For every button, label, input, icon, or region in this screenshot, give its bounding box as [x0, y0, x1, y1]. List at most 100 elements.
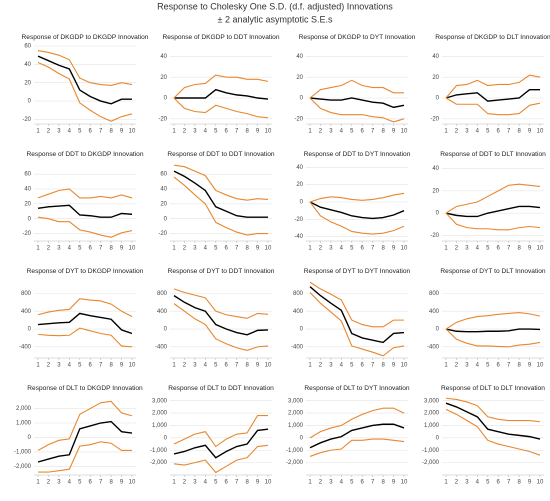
- y-tick-label: 1,000: [152, 423, 168, 429]
- panel-title: Response of DKGDP to DYT Innovation: [299, 34, 416, 41]
- panel-title: Response of DLT to DYT Innovation: [304, 385, 410, 392]
- x-tick-label: 1: [36, 246, 40, 252]
- x-tick-label: 4: [204, 129, 208, 135]
- x-tick-label: 4: [476, 480, 480, 486]
- x-tick-label: 10: [129, 480, 136, 486]
- x-tick-label: 1: [444, 480, 448, 486]
- y-tick-label: -1,000: [286, 448, 304, 454]
- x-tick-label: 5: [78, 246, 82, 252]
- x-tick-label: 9: [256, 246, 260, 252]
- y-tick-label: -1,000: [150, 448, 168, 454]
- x-tick-label: 9: [256, 129, 260, 135]
- y-tick-label: 0: [28, 435, 32, 441]
- y-tick-label: 20: [24, 201, 31, 207]
- panel-title: Response of DDT to DDT Innovation: [167, 151, 274, 158]
- x-tick-label: 6: [225, 363, 229, 369]
- x-tick-label: 7: [507, 363, 511, 369]
- x-tick-label: 7: [235, 246, 239, 252]
- series-line: [309, 201, 405, 235]
- x-tick-label: 4: [340, 246, 344, 252]
- x-tick-label: 7: [371, 129, 375, 135]
- x-tick-label: 4: [476, 129, 480, 135]
- series-line: [445, 212, 541, 231]
- y-tick-label: -20: [294, 217, 303, 223]
- x-tick-label: 10: [129, 129, 136, 135]
- chart-subtitle: ± 2 analytic asymptotic S.E.s: [218, 14, 333, 24]
- x-tick-label: 10: [265, 480, 272, 486]
- x-tick-label: 3: [465, 246, 469, 252]
- series-line: [37, 216, 133, 238]
- y-tick-label: 0: [164, 327, 168, 333]
- x-tick-label: 3: [465, 129, 469, 135]
- x-tick-label: 6: [361, 246, 365, 252]
- x-tick-label: 1: [444, 246, 448, 252]
- y-tick-label: 1,000: [424, 423, 440, 429]
- x-tick-label: 10: [537, 246, 544, 252]
- x-tick-label: 5: [214, 246, 218, 252]
- x-tick-label: 3: [329, 246, 333, 252]
- x-tick-label: 10: [537, 480, 544, 486]
- x-tick-label: 10: [265, 129, 272, 135]
- x-tick-label: 5: [486, 129, 490, 135]
- x-tick-label: 1: [172, 246, 176, 252]
- y-tick-label: 40: [160, 54, 167, 60]
- series-line: [37, 204, 133, 218]
- y-tick-label: 40: [24, 62, 31, 68]
- x-tick-label: 6: [361, 480, 365, 486]
- x-tick-label: 10: [265, 363, 272, 369]
- series-line: [37, 312, 133, 335]
- panel-title: Response of DYT to DDT Innovation: [168, 268, 275, 275]
- x-tick-label: 1: [444, 363, 448, 369]
- x-tick-label: 9: [528, 480, 532, 486]
- y-tick-label: 40: [24, 187, 31, 193]
- x-tick-label: 1: [308, 363, 312, 369]
- panel-title: Response of DYT to DYT Innovation: [304, 268, 411, 275]
- x-tick-label: 8: [245, 246, 249, 252]
- series-line: [309, 201, 405, 220]
- x-tick-label: 9: [256, 363, 260, 369]
- x-tick-label: 7: [99, 363, 103, 369]
- x-tick-label: 6: [225, 480, 229, 486]
- series-line: [445, 205, 541, 218]
- x-tick-label: 4: [68, 480, 72, 486]
- x-tick-label: 4: [68, 363, 72, 369]
- series-line: [174, 88, 269, 100]
- x-tick-label: 9: [120, 246, 124, 252]
- y-tick-label: 2,000: [152, 411, 168, 417]
- y-tick-label: 800: [157, 291, 168, 297]
- series-line: [173, 444, 269, 474]
- x-tick-label: 9: [392, 129, 396, 135]
- x-tick-label: 10: [401, 363, 408, 369]
- x-tick-label: 9: [256, 480, 260, 486]
- y-tick-label: 0: [436, 327, 440, 333]
- x-tick-label: 2: [319, 363, 323, 369]
- x-tick-label: 1: [172, 129, 176, 135]
- series-line: [309, 192, 405, 203]
- y-tick-label: -400: [291, 344, 304, 350]
- y-tick-label: -40: [294, 234, 303, 240]
- x-tick-label: 2: [455, 480, 459, 486]
- x-tick-label: 8: [109, 129, 113, 135]
- y-tick-label: 1,000: [16, 421, 32, 427]
- x-tick-label: 3: [465, 363, 469, 369]
- y-tick-label: 0: [164, 96, 168, 102]
- x-tick-label: 3: [465, 480, 469, 486]
- y-tick-label: -20: [22, 117, 31, 123]
- y-tick-label: 20: [432, 75, 439, 81]
- x-tick-label: 8: [245, 480, 249, 486]
- x-tick-label: 4: [340, 363, 344, 369]
- x-tick-label: 3: [193, 129, 197, 135]
- y-tick-label: 0: [436, 211, 440, 217]
- y-tick-label: 40: [432, 166, 439, 172]
- y-tick-label: -2,000: [150, 460, 168, 466]
- y-tick-label: 3,000: [288, 398, 304, 404]
- y-tick-label: 20: [160, 75, 167, 81]
- series-line: [173, 176, 268, 236]
- x-tick-label: 4: [476, 363, 480, 369]
- y-tick-label: -2,000: [286, 460, 304, 466]
- x-tick-label: 2: [183, 363, 187, 369]
- x-tick-label: 5: [214, 480, 218, 486]
- panel-title: Response of DDT to DYT Innovation: [304, 151, 411, 158]
- x-tick-label: 3: [193, 363, 197, 369]
- panel-title: Response of DLT to DLT Innovation: [441, 385, 545, 392]
